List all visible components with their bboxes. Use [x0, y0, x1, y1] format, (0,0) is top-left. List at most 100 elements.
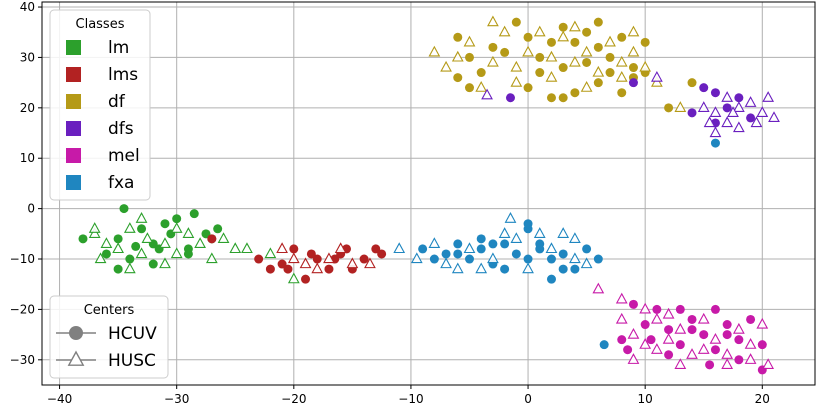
point-mel-triangle: [756, 317, 769, 329]
point-lms-triangle: [311, 262, 324, 274]
point-df-circle: [535, 68, 545, 78]
point-df-triangle: [428, 45, 441, 57]
point-fxa-circle: [476, 234, 486, 244]
point-mel-triangle: [662, 332, 675, 344]
point-lms-triangle: [323, 252, 335, 264]
point-df-triangle: [627, 45, 640, 57]
point-dfs-circle: [699, 83, 709, 93]
point-mel-circle: [734, 335, 744, 345]
point-fxa-triangle: [428, 237, 441, 249]
legend-centers: Centers HCUV HUSC: [49, 295, 169, 379]
point-lm-triangle: [217, 232, 230, 243]
point-fxa-circle: [464, 254, 474, 264]
point-fxa-circle: [535, 244, 545, 254]
point-lm-circle: [148, 259, 158, 269]
point-fxa-triangle: [510, 232, 523, 243]
point-lm-triangle: [135, 247, 148, 259]
point-dfs-triangle: [727, 106, 739, 117]
point-lm-circle: [101, 249, 111, 259]
point-lm-circle: [172, 214, 182, 224]
point-df-triangle: [569, 20, 581, 32]
point-lm-circle: [113, 264, 123, 274]
point-fxa-circle: [523, 254, 533, 264]
point-df-triangle: [592, 65, 605, 77]
plot-frame: [41, 1, 816, 386]
point-mel-triangle: [651, 312, 663, 324]
legend-label-lms: lms: [108, 65, 138, 85]
point-fxa-circle: [488, 239, 498, 249]
point-mel-circle: [664, 350, 674, 360]
x-tick-label: 10: [638, 392, 653, 406]
point-lm-triangle: [123, 262, 136, 274]
x-tick-label: −10: [398, 392, 423, 406]
point-mel-triangle: [697, 343, 710, 354]
point-df-triangle: [557, 30, 570, 42]
point-mel-circle: [675, 340, 685, 350]
legend-classes-box: [49, 9, 151, 201]
point-dfs-triangle: [756, 106, 769, 117]
point-fxa-triangle: [545, 242, 558, 254]
point-df-triangle: [627, 25, 640, 37]
point-lms-circle: [254, 254, 264, 264]
point-dfs-circle: [722, 103, 732, 113]
point-dfs-triangle: [744, 96, 757, 107]
circle-marker-icon: [69, 326, 83, 340]
point-df-circle: [464, 83, 474, 93]
point-fxa-triangle: [487, 252, 499, 264]
point-df-circle: [640, 37, 650, 47]
point-lms-triangle: [287, 252, 300, 264]
point-fxa-triangle: [557, 227, 570, 238]
point-df-circle: [605, 68, 615, 78]
point-lm-triangle: [100, 237, 113, 249]
point-df-circle: [488, 42, 498, 52]
point-mel-triangle: [709, 332, 722, 344]
point-dfs-circle: [628, 78, 638, 88]
point-lm-circle: [160, 219, 170, 229]
point-lm-triangle: [94, 252, 107, 264]
point-dfs-circle: [710, 88, 720, 98]
point-df-triangle: [440, 60, 452, 72]
point-fxa-triangle: [498, 227, 511, 238]
point-dfs-triangle: [721, 116, 734, 128]
point-df-triangle: [533, 25, 546, 37]
point-df-triangle: [487, 55, 499, 67]
point-fxa-circle: [570, 264, 580, 274]
point-df-circle: [582, 27, 592, 37]
point-df-circle: [558, 22, 568, 32]
point-df-circle: [558, 93, 568, 103]
x-tick-label: −40: [47, 392, 72, 406]
point-mel-circle: [705, 360, 715, 370]
point-lm-triangle: [123, 222, 136, 233]
point-lms-triangle: [346, 257, 359, 269]
point-df-triangle: [545, 70, 558, 82]
point-mel-circle: [652, 304, 662, 314]
point-df-circle: [617, 32, 627, 42]
y-tick-label: −20: [10, 302, 35, 316]
point-mel-triangle: [627, 327, 640, 339]
point-df-triangle: [580, 81, 593, 92]
point-lm-circle: [189, 209, 199, 219]
point-df-triangle: [545, 50, 558, 62]
point-df-circle: [617, 88, 627, 98]
point-fxa-triangle: [533, 227, 546, 238]
point-df-circle: [546, 93, 556, 103]
point-lms-circle: [371, 244, 381, 254]
point-df-circle: [570, 37, 580, 47]
point-fxa-circle: [500, 239, 510, 249]
point-lms-triangle: [334, 242, 347, 254]
point-lm-circle: [119, 204, 129, 214]
point-lm-circle: [201, 229, 211, 239]
legend-label-df: df: [108, 92, 126, 112]
point-lm-triangle: [141, 232, 154, 243]
axis-ticks: −40 −30 −20 −10 0 10 20 −30 −20 −10 0 10 20 30 40: [10, 0, 770, 406]
point-df-triangle: [639, 60, 652, 72]
point-dfs-triangle: [750, 116, 763, 128]
point-dfs-triangle: [762, 91, 775, 102]
point-fxa-circle: [558, 264, 568, 274]
legend-classes: Classes lm lms df dfs mel fxa: [49, 9, 151, 201]
point-mel-circle: [687, 314, 697, 324]
point-fxa-circle: [441, 249, 451, 259]
point-df-circle: [535, 52, 545, 62]
point-df-triangle: [569, 55, 581, 67]
point-lm-circle: [213, 224, 223, 234]
